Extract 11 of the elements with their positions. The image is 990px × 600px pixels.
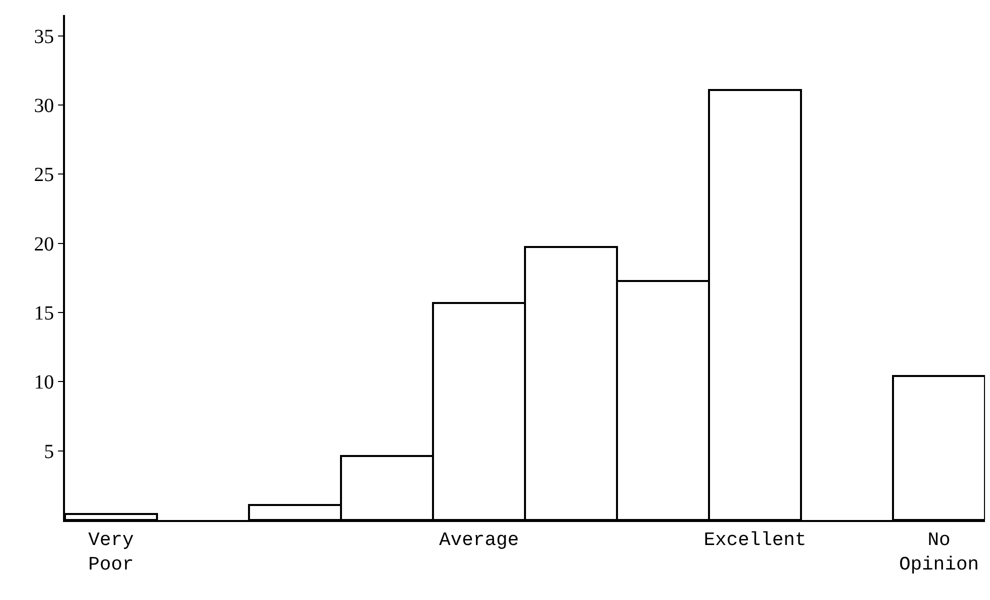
y-tick-label: 10 — [34, 372, 54, 394]
y-tick-label: 20 — [34, 233, 54, 256]
y-tick-label: 15 — [34, 302, 54, 324]
x-tick-label: Average — [439, 528, 519, 551]
x-tick-label: No Opinion — [899, 528, 979, 576]
x-tick-label: Very Poor — [88, 528, 134, 576]
y-tick-label: 25 — [34, 164, 54, 186]
x-tick-label: Excellent — [704, 528, 806, 551]
y-tick-label: 30 — [34, 94, 54, 117]
y-tick-label: 35 — [34, 26, 54, 48]
y-tick-label: 5 — [44, 440, 54, 463]
